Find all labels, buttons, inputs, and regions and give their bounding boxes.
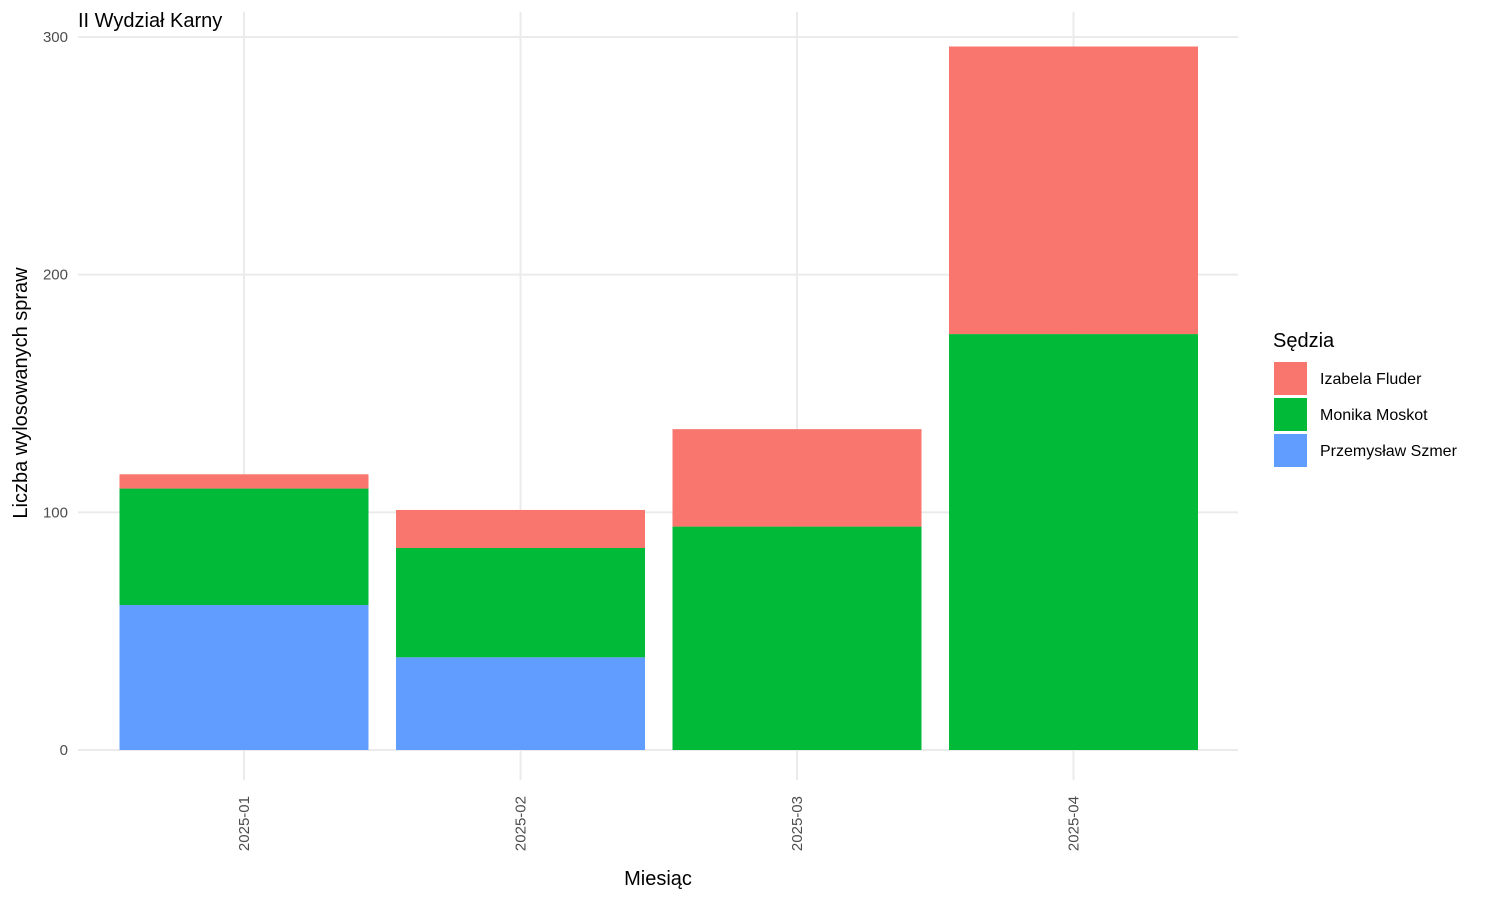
x-tick-label: 2025-01 <box>236 796 253 851</box>
x-tick-label: 2025-02 <box>513 796 530 851</box>
chart-title: II Wydział Karny <box>78 10 222 32</box>
y-axis-title: Liczba wylosowanych spraw <box>10 267 32 519</box>
bar-segment <box>119 474 369 489</box>
x-tick-label: 2025-04 <box>1066 796 1083 851</box>
x-axis-ticks: 2025-01 2025-02 2025-03 2025-04 <box>236 796 1083 851</box>
bar-segment <box>949 334 1198 750</box>
bar-segment <box>396 509 645 548</box>
bars <box>119 46 1198 750</box>
legend-key <box>1274 398 1307 431</box>
y-tick-label: 200 <box>43 267 68 284</box>
bar-segment <box>119 488 369 606</box>
y-tick-label: 100 <box>43 504 68 521</box>
legend: Sędzia Izabela Fluder Monika Moskot Przemy… <box>1273 330 1458 467</box>
bar-segment <box>949 46 1198 335</box>
legend-key <box>1274 362 1307 395</box>
y-tick-label: 300 <box>43 29 68 46</box>
bar-segment <box>396 547 645 658</box>
x-tick-label: 2025-03 <box>789 796 806 851</box>
bar-segment <box>396 657 645 750</box>
bar-segment <box>672 429 922 527</box>
y-axis-ticks: 0 100 200 300 <box>43 29 68 759</box>
x-axis-title: Miesiąc <box>624 868 692 890</box>
bar-segment <box>119 605 369 750</box>
y-tick-label: 0 <box>60 742 68 759</box>
legend-title: Sędzia <box>1273 330 1335 352</box>
legend-label: Przemysław Szmer <box>1320 443 1458 460</box>
legend-key <box>1274 434 1307 467</box>
bar-segment <box>672 526 922 750</box>
legend-label: Monika Moskot <box>1320 407 1428 424</box>
legend-label: Izabela Fluder <box>1320 371 1422 388</box>
